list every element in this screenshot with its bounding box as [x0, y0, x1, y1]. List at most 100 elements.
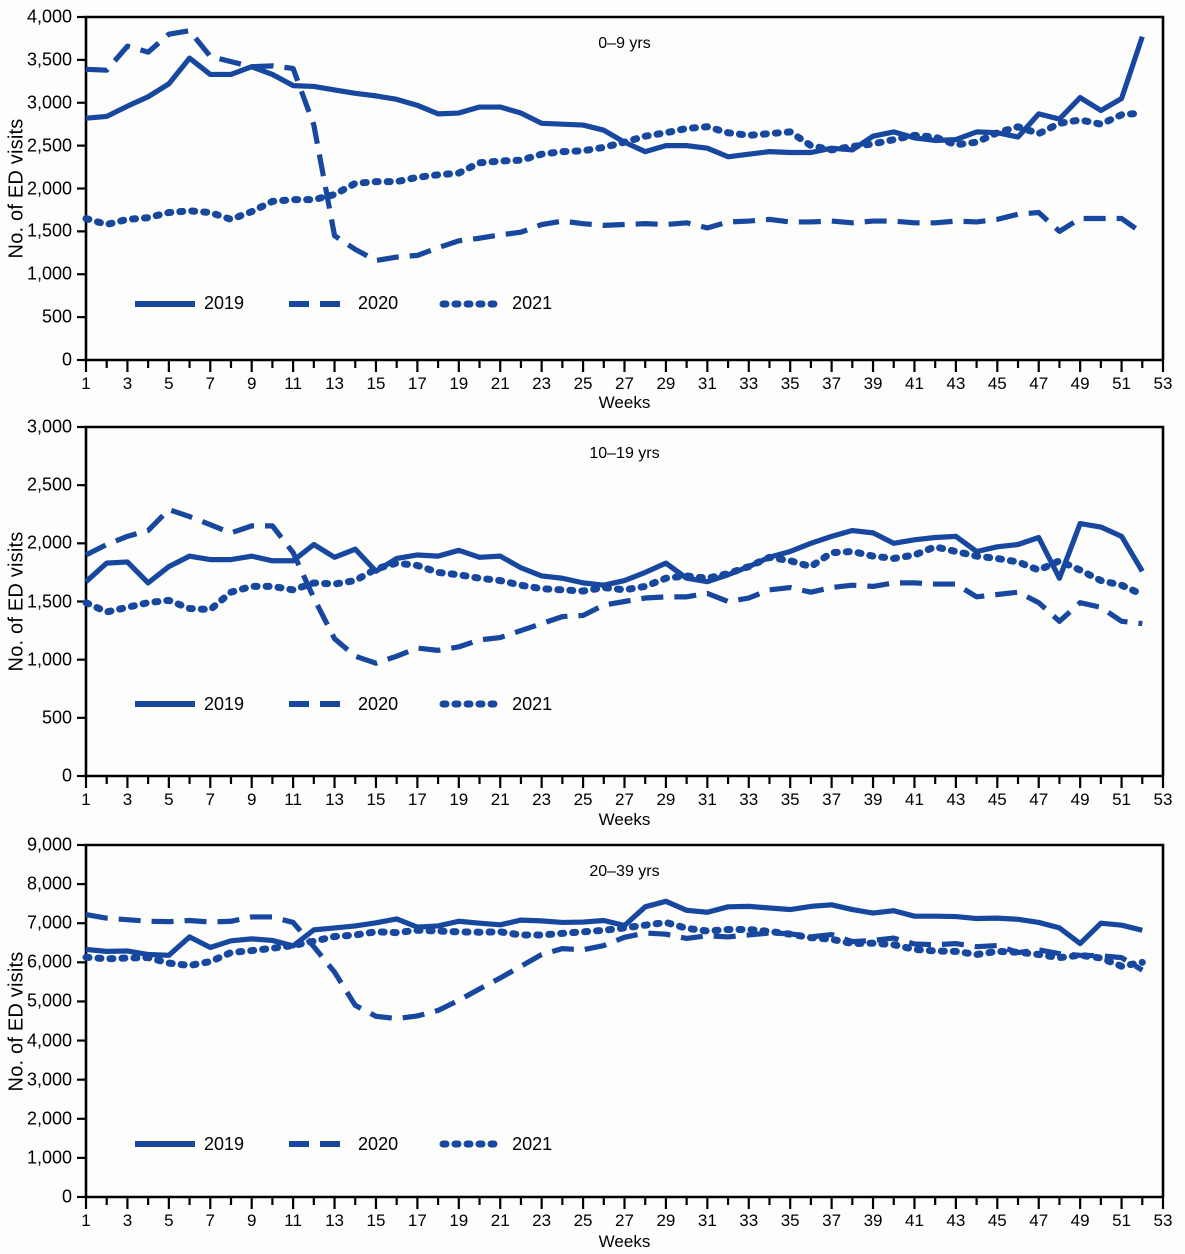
x-tick-label: 35 [780, 790, 800, 809]
y-tick-label: 4,000 [26, 6, 72, 27]
x-tick-label: 21 [490, 790, 510, 809]
x-tick-label: 47 [1029, 374, 1049, 393]
x-axis-label: Weeks [598, 810, 651, 829]
x-tick-label: 11 [284, 374, 302, 393]
x-tick-label: 7 [205, 374, 215, 393]
y-tick-label: 2,000 [26, 1108, 72, 1129]
y-tick-label: 2,500 [26, 474, 72, 495]
x-tick-label: 37 [822, 374, 842, 393]
y-tick-label: 0 [61, 1186, 72, 1207]
legend: 2019 2020 2021 [134, 694, 552, 715]
x-tick-label: 33 [739, 374, 759, 393]
legend-label: 2020 [358, 293, 399, 314]
legend-item-2020[interactable]: 2020 [288, 1134, 398, 1155]
legend-label: 2021 [512, 693, 553, 714]
legend-swatch-solid [134, 694, 196, 714]
x-tick-label: 27 [615, 374, 634, 393]
legend-label: 2020 [358, 1133, 399, 1154]
x-tick-label: 11 [284, 1211, 302, 1230]
legend-swatch-dotted [439, 694, 507, 714]
y-tick-label: 500 [41, 306, 72, 327]
legend-label: 2021 [512, 293, 553, 314]
legend-swatch-dashed [288, 1134, 350, 1154]
legend-label: 2019 [204, 1133, 245, 1154]
legend-item-2019[interactable]: 2019 [134, 1134, 244, 1155]
x-tick-label: 3 [122, 790, 133, 809]
legend-item-2020[interactable]: 2020 [288, 694, 398, 715]
y-tick-label: 1,000 [26, 649, 72, 670]
panel-title: 0–9 yrs [598, 35, 651, 52]
x-tick-label: 17 [407, 1211, 427, 1230]
x-tick-label: 7 [205, 1211, 215, 1230]
x-tick-label: 33 [739, 790, 759, 809]
series-line-2021 [82, 918, 1146, 970]
legend-label: 2019 [204, 693, 245, 714]
legend: 2019 2020 2021 [134, 293, 552, 314]
legend-item-2021[interactable]: 2021 [439, 293, 553, 314]
x-tick-label: 45 [987, 790, 1007, 809]
y-tick-label: 6,000 [26, 951, 72, 972]
legend-label: 2019 [204, 293, 245, 314]
panel-title: 10–19 yrs [589, 445, 660, 462]
x-tick-label: 19 [449, 790, 469, 809]
x-axis-label: Weeks [598, 393, 651, 412]
legend-swatch-dotted [439, 1134, 507, 1154]
x-tick-label: 19 [449, 1211, 469, 1230]
x-tick-label: 9 [246, 790, 257, 809]
legend-item-2019[interactable]: 2019 [134, 694, 244, 715]
x-tick-label: 5 [164, 374, 174, 393]
x-tick-label: 1 [81, 790, 91, 809]
x-tick-label: 37 [822, 790, 842, 809]
y-axis-label-text: No. of ED visits [5, 531, 28, 672]
x-tick-label: 53 [1153, 790, 1173, 809]
x-tick-label: 47 [1029, 790, 1049, 809]
x-tick-label: 43 [946, 790, 966, 809]
x-tick-label: 49 [1070, 790, 1090, 809]
x-tick-label: 45 [987, 374, 1007, 393]
y-tick-label: 1,500 [26, 220, 72, 241]
y-axis-label: No. of ED visits [0, 941, 34, 1101]
x-tick-label: 35 [780, 374, 800, 393]
y-tick-label: 1,500 [26, 591, 72, 611]
x-axis-label: Weeks [598, 1232, 651, 1251]
legend-item-2019[interactable]: 2019 [134, 293, 244, 314]
x-tick-label: 1 [81, 1211, 91, 1230]
x-tick-label: 15 [366, 374, 386, 393]
series-line-2020 [84, 507, 1143, 666]
x-tick-label: 21 [490, 1211, 510, 1230]
x-tick-label: 35 [780, 1211, 800, 1230]
y-tick-label: 1,000 [26, 263, 72, 284]
x-tick-label: 19 [449, 374, 469, 393]
y-tick-label: 8,000 [26, 873, 72, 894]
x-tick-label: 25 [573, 790, 593, 809]
x-tick-label: 43 [946, 374, 966, 393]
legend-item-2021[interactable]: 2021 [439, 693, 553, 715]
legend-swatch-solid [134, 1134, 196, 1154]
legend-swatch-dotted [439, 294, 507, 314]
x-tick-label: 39 [863, 1211, 883, 1230]
x-tick-label: 21 [490, 374, 510, 393]
x-tick-label: 31 [697, 790, 717, 809]
x-tick-label: 7 [205, 790, 215, 809]
y-tick-label: 0 [61, 349, 72, 370]
x-tick-label: 49 [1070, 374, 1090, 393]
x-tick-label: 41 [904, 374, 924, 393]
axis-frame [84, 843, 1165, 1197]
legend-label: 2021 [512, 1133, 553, 1154]
x-tick-label: 23 [532, 1211, 552, 1230]
x-tick-label: 39 [863, 790, 883, 809]
x-tick-label: 53 [1153, 1211, 1173, 1230]
legend-swatch-dashed [288, 294, 350, 314]
x-tick-label: 31 [697, 374, 717, 393]
series-line-2021 [82, 543, 1146, 616]
x-tick-label: 23 [532, 374, 552, 393]
legend-item-2021[interactable]: 2021 [439, 1133, 553, 1155]
legend-item-2020[interactable]: 2020 [288, 293, 398, 314]
series-line-2020 [85, 912, 1144, 1022]
x-tick-label: 27 [615, 1211, 634, 1230]
y-tick-label: 7,000 [26, 912, 72, 933]
y-tick-label: 4,000 [26, 1030, 72, 1051]
x-tick-label: 15 [366, 1211, 386, 1230]
